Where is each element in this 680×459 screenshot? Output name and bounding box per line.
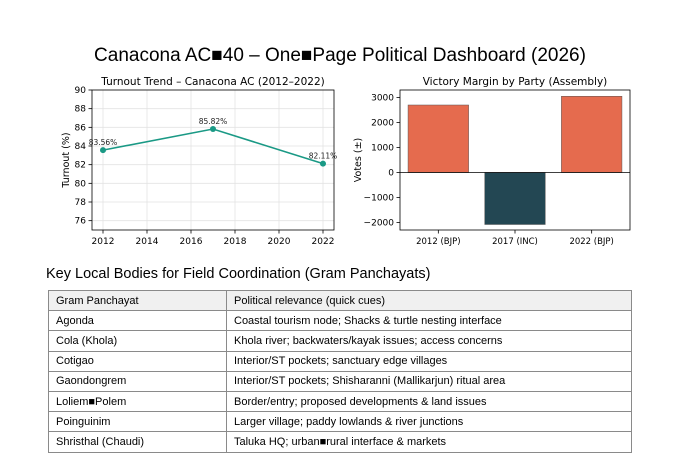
panchayat-cell: Shristhal (Chaudi) xyxy=(48,431,227,453)
table-row: Cotigao Interior/ST pockets; sanctuary ed… xyxy=(48,350,632,372)
x-tick-label: 2016 xyxy=(180,237,203,247)
y-tick-label: 0 xyxy=(388,169,394,179)
column-header: Political relevance (quick cues) xyxy=(226,289,632,312)
x-tick-label: 2012 (BJP) xyxy=(416,237,460,247)
data-point xyxy=(100,147,106,154)
table-header-row: Gram Panchayat Political relevance (quic… xyxy=(48,289,632,312)
y-tick-label: 88 xyxy=(75,105,87,115)
table-title: Key Local Bodies for Field Coordination … xyxy=(46,266,431,282)
relevance-cell: Larger village; paddy lowlands & river j… xyxy=(226,411,632,433)
bar xyxy=(561,96,623,173)
data-label: 82.11% xyxy=(309,152,338,161)
data-point xyxy=(210,126,216,133)
y-tick-label: 76 xyxy=(75,217,87,227)
table-row: Loliem■Polem Border/entry; proposed devel… xyxy=(48,390,632,413)
x-tick-label: 2022 (BJP) xyxy=(569,237,613,247)
margin-chart: 2012 (BJP) 2017 (INC) 2022 (BJP) −2000 −1000… xyxy=(353,89,631,247)
relevance-cell: Coastal tourism node; Shacks & turtle ne… xyxy=(226,310,632,332)
y-tick-label: 1000 xyxy=(371,144,394,154)
y-tick-label: 82 xyxy=(75,161,86,171)
y-tick-label: −1000 xyxy=(364,194,395,204)
table-row: Cola (Khola) Khola river; backwaters/kaya… xyxy=(48,330,632,352)
table-row: Shristhal (Chaudi) Taluka HQ; urban■rural… xyxy=(48,431,632,453)
x-tick-label: 2020 xyxy=(268,237,291,247)
panchayat-cell: Cotigao xyxy=(48,350,227,372)
y-axis-label: Turnout (%) xyxy=(61,132,72,188)
x-tick-label: 2018 xyxy=(224,237,247,247)
relevance-cell: Taluka HQ; urban■rural interface & marke… xyxy=(226,431,632,453)
data-point xyxy=(320,160,326,167)
table-row: Gaondongrem Interior/ST pockets; Shishara… xyxy=(48,370,632,392)
y-tick-label: −2000 xyxy=(364,219,395,229)
table-row: Agonda Coastal tourism node; Shacks & tur… xyxy=(48,310,632,332)
page-title: Canacona AC■40 – One■Page Political Dash… xyxy=(94,45,586,66)
relevance-cell: Interior/ST pockets; Shisharanni (Mallik… xyxy=(226,370,632,392)
relevance-cell: Khola river; backwaters/kayak issues; ac… xyxy=(226,330,632,352)
y-tick-label: 78 xyxy=(75,198,87,208)
y-tick-label: 80 xyxy=(75,179,87,189)
x-tick-label: 2017 (INC) xyxy=(492,237,538,247)
x-tick-label: 2014 xyxy=(136,237,159,247)
relevance-cell: Border/entry; proposed developments & la… xyxy=(226,390,632,413)
bar xyxy=(484,172,546,225)
data-label: 85.82% xyxy=(199,117,228,126)
data-label: 83.56% xyxy=(89,138,118,147)
panchayat-cell: Poinguinim xyxy=(48,411,227,433)
turnout-chart: 2012 2014 2016 2018 2020 2022 76 78 80 82 84 86 88 90… xyxy=(61,86,338,247)
table-row: Poinguinim Larger village; paddy lowlands… xyxy=(48,411,632,433)
panchayat-cell: Agonda xyxy=(48,310,227,332)
y-tick-label: 86 xyxy=(75,123,87,133)
bar xyxy=(407,104,469,173)
y-tick-label: 90 xyxy=(75,86,87,96)
panchayat-cell: Gaondongrem xyxy=(48,370,227,392)
y-tick-label: 84 xyxy=(75,142,87,152)
gram-panchayat-table: Gram Panchayat Political relevance (quic… xyxy=(48,289,632,453)
x-tick-label: 2022 xyxy=(312,237,335,247)
plot-frame xyxy=(91,89,335,231)
y-tick-label: 2000 xyxy=(371,119,394,129)
y-tick-label: 3000 xyxy=(371,94,394,104)
y-axis-label: Votes (±) xyxy=(353,138,364,183)
turnout-chart-title: Turnout Trend – Canacona AC (2012–2022) xyxy=(101,76,325,88)
column-header: Gram Panchayat xyxy=(48,289,227,312)
panchayat-cell: Cola (Khola) xyxy=(48,330,227,352)
panchayat-cell: Loliem■Polem xyxy=(48,390,227,413)
x-tick-label: 2012 xyxy=(92,237,115,247)
relevance-cell: Interior/ST pockets; sanctuary edge vill… xyxy=(226,350,632,372)
margin-chart-title: Victory Margin by Party (Assembly) xyxy=(422,76,608,88)
